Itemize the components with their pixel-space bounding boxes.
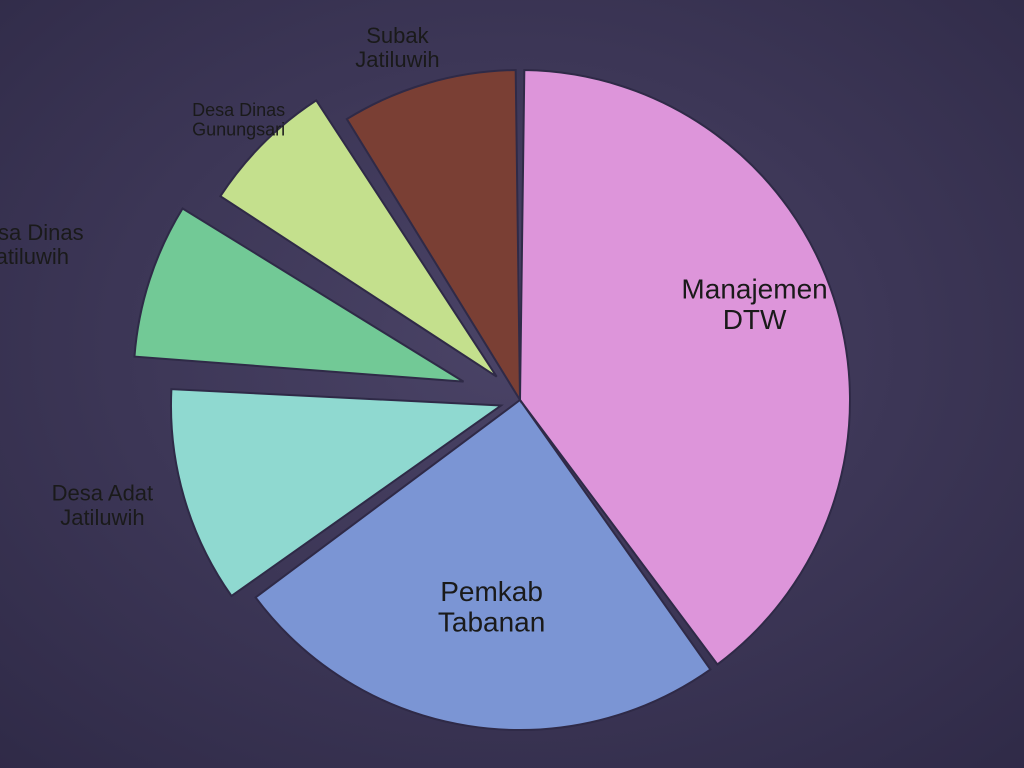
pie-chart-svg: ManajemenDTWPemkabTabananDesa AdatJatilu…: [0, 0, 1024, 768]
pie-slice-label: Desa DinasGunungsari: [192, 100, 285, 140]
pie-slice-label: PemkabTabanan: [438, 576, 545, 638]
pie-slice-label: SubakJatiluwih: [355, 23, 439, 72]
pie-chart-stage: ManajemenDTWPemkabTabananDesa AdatJatilu…: [0, 0, 1024, 768]
pie-slice-label: Desa AdatJatiluwih: [52, 481, 154, 530]
